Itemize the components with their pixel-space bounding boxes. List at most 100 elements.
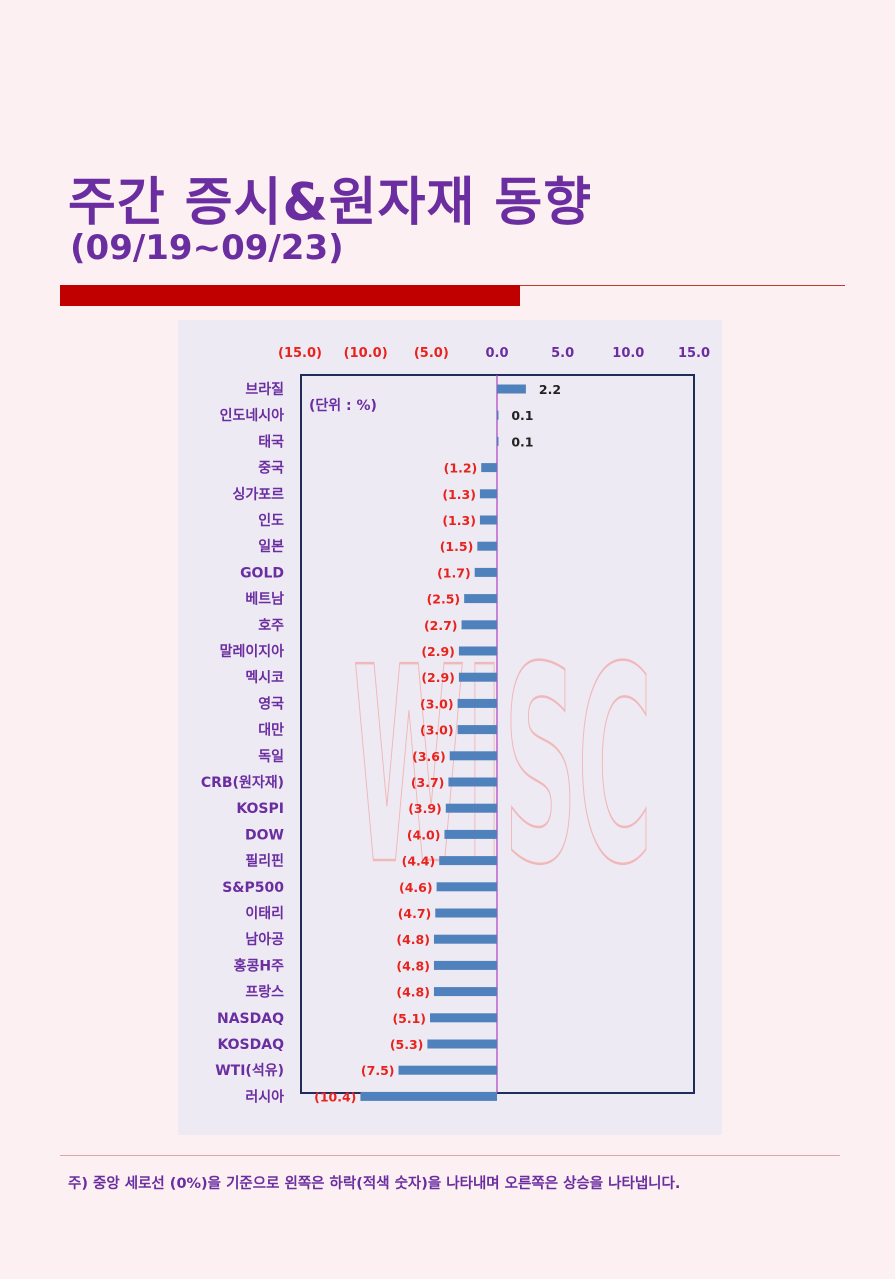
data-label: (1.2) [444, 461, 478, 476]
bar [477, 541, 497, 551]
bar [398, 1065, 497, 1075]
category-label: 프랑스 [245, 985, 284, 1001]
category-label: GOLD [240, 565, 284, 581]
footnote: 주) 중앙 세로선 (0%)을 기준으로 왼쪽은 하락(적색 숫자)을 나타내며… [68, 1176, 681, 1192]
x-tick-label: (10.0) [344, 346, 388, 361]
category-label: NASDAQ [217, 1011, 284, 1027]
category-label: 남아공 [245, 931, 284, 948]
category-label: 인도 [258, 512, 284, 529]
data-label: (4.8) [396, 958, 430, 973]
data-label: (1.5) [440, 539, 474, 554]
chart-canvas: WISC (15.0) (10.0) (5.0) 0.0 5.0 10.0 15.0 (단위 :… [201, 346, 710, 1105]
bar [497, 410, 499, 420]
x-tick-label: 5.0 [551, 346, 574, 361]
data-label: (3.9) [408, 801, 442, 816]
bar [497, 436, 499, 446]
data-label: (1.3) [442, 487, 476, 502]
title-accent-bar [60, 285, 520, 306]
category-label: 멕시코 [245, 669, 284, 686]
bar [433, 960, 497, 970]
data-label: (3.6) [412, 749, 446, 764]
category-label: 인도네시아 [220, 407, 285, 424]
category-label: 필리핀 [245, 853, 284, 870]
bar [439, 856, 497, 866]
bar [457, 698, 497, 708]
bar [481, 463, 497, 473]
x-tick-label: (15.0) [278, 346, 322, 361]
data-label: 0.1 [511, 408, 533, 423]
data-label: (2.7) [424, 618, 458, 633]
bar [444, 829, 497, 839]
unit-note: (단위 : %) [309, 397, 377, 414]
category-label: 브라질 [245, 382, 284, 398]
footnote-divider [60, 1155, 840, 1156]
category-label: 태국 [258, 434, 284, 450]
bar [458, 646, 497, 656]
bar [435, 908, 497, 918]
data-label: (5.1) [392, 1011, 426, 1026]
data-label: (4.0) [407, 827, 441, 842]
data-label: (2.9) [421, 670, 455, 685]
category-label: 이태리 [245, 905, 284, 922]
data-label: (5.3) [390, 1037, 424, 1052]
category-label: 베트남 [245, 591, 284, 608]
data-label: 2.2 [539, 382, 561, 397]
bar [433, 987, 497, 997]
category-label: S&P500 [222, 880, 284, 896]
bar [497, 384, 526, 394]
bar [449, 751, 497, 761]
bar [448, 777, 497, 787]
category-label: WTI(석유) [215, 1063, 284, 1079]
bar [464, 594, 497, 604]
x-tick-label: 10.0 [612, 346, 644, 361]
data-label: (4.7) [398, 906, 432, 921]
weekly-change-chart: WISC (15.0) (10.0) (5.0) 0.0 5.0 10.0 15.0 (단위 :… [178, 320, 722, 1135]
category-label: 대만 [258, 723, 284, 739]
bar [430, 1013, 497, 1023]
bar [436, 882, 497, 892]
bar [458, 672, 497, 682]
bar [474, 567, 497, 577]
data-label: (3.0) [420, 696, 454, 711]
date-range-subtitle: (09/19~09/23) [70, 228, 344, 268]
x-tick-label: 15.0 [678, 346, 710, 361]
category-label: 일본 [258, 539, 284, 555]
data-label: (3.0) [420, 723, 454, 738]
category-label: KOSDAQ [217, 1037, 284, 1053]
watermark-text: WISC [353, 609, 653, 924]
category-label: DOW [245, 827, 284, 843]
data-label: (3.7) [411, 775, 445, 790]
data-label: (4.8) [396, 932, 430, 947]
x-tick-label: (5.0) [414, 346, 449, 361]
category-label: 말레이지아 [220, 643, 285, 660]
bar [461, 620, 497, 630]
bar [479, 515, 497, 525]
bar [479, 489, 497, 499]
category-label: 영국 [258, 695, 284, 712]
category-label: 중국 [258, 461, 284, 477]
data-label: (1.7) [437, 565, 471, 580]
data-label: (4.6) [399, 880, 433, 895]
bar [427, 1039, 497, 1049]
category-label: 러시아 [245, 1088, 284, 1105]
category-label: 싱가포르 [232, 487, 284, 503]
data-label: (2.5) [427, 592, 461, 607]
data-label: (2.9) [421, 644, 455, 659]
category-label: CRB(원자재) [201, 775, 284, 791]
data-label: 0.1 [511, 434, 533, 449]
data-label: (1.3) [442, 513, 476, 528]
data-label: (10.4) [314, 1089, 356, 1104]
data-label: (7.5) [361, 1063, 395, 1078]
bar [433, 934, 497, 944]
category-label: 독일 [258, 749, 284, 765]
data-label: (4.4) [402, 854, 436, 869]
bar [457, 725, 497, 735]
data-label: (4.8) [396, 985, 430, 1000]
category-label: KOSPI [236, 801, 284, 817]
category-label: 홍콩H주 [234, 957, 284, 974]
page-title: 주간 증시&원자재 동향 [68, 173, 593, 233]
bar [445, 803, 497, 813]
x-tick-label: 0.0 [485, 346, 508, 361]
category-label: 호주 [258, 618, 284, 634]
bar [360, 1091, 497, 1101]
